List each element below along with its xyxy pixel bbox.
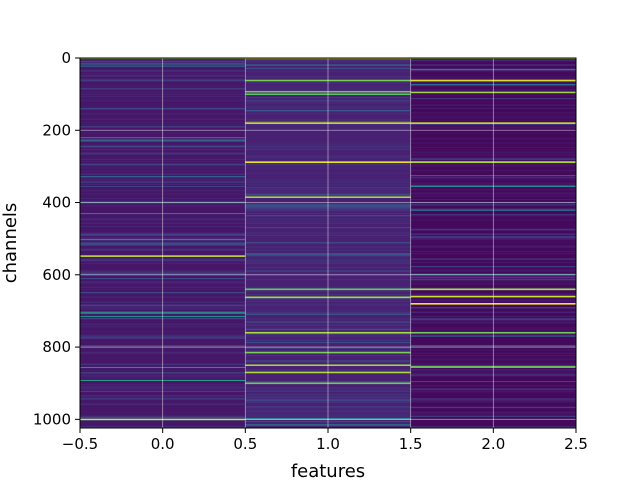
x-tick-label: 2.5 — [564, 435, 588, 453]
x-tick-label: 0.5 — [233, 435, 257, 453]
y-axis-label: channels — [0, 203, 21, 284]
y-tick-label: 800 — [42, 338, 71, 356]
plot-area — [79, 57, 577, 429]
y-tick-label: 600 — [42, 266, 71, 284]
y-tick-label: 400 — [42, 194, 71, 212]
x-tick-label: 2.0 — [481, 435, 505, 453]
y-axis: 0 200 400 600 800 1000 — [33, 49, 80, 428]
y-tick-label: 0 — [61, 49, 71, 67]
x-tick-label: 1.0 — [316, 435, 340, 453]
x-axis-label: features — [291, 461, 365, 480]
x-tick-label: 1.5 — [399, 435, 423, 453]
x-tick-label: −0.5 — [62, 435, 98, 453]
x-tick-label: 0.0 — [151, 435, 175, 453]
y-tick-label: 200 — [42, 121, 71, 139]
x-axis: −0.5 0.0 0.5 1.0 1.5 2.0 2.5 — [62, 428, 588, 453]
y-tick-label: 1000 — [33, 410, 71, 428]
